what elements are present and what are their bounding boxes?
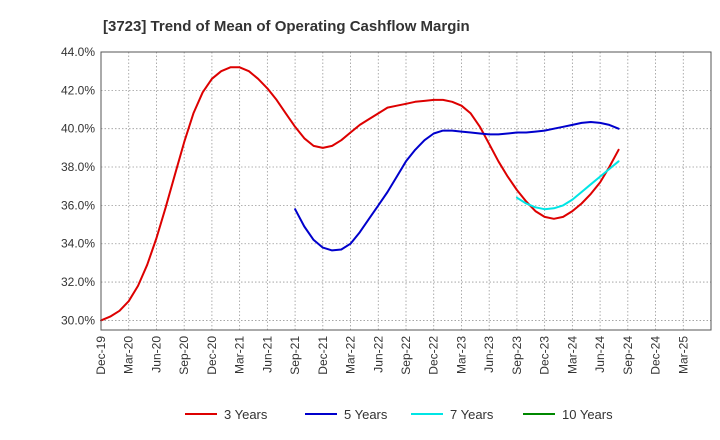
- y-tick-label: 32.0%: [61, 275, 95, 289]
- x-tick-label: Mar-22: [344, 336, 358, 374]
- x-tick-label: Mar-24: [565, 336, 579, 374]
- chart-title: [3723] Trend of Mean of Operating Cashfl…: [103, 18, 470, 35]
- x-tick-label: Jun-21: [260, 336, 274, 373]
- plot-frame: [100, 51, 712, 331]
- y-tick-label: 30.0%: [61, 313, 95, 327]
- x-tick-label: Dec-24: [649, 336, 663, 375]
- y-axis-ticks: 30.0% 32.0% 34.0% 36.0% 38.0% 40.0% 42.0% 44.0%: [61, 45, 95, 327]
- x-tick-label: Dec-19: [94, 336, 108, 375]
- x-tick-label: Jun-23: [482, 336, 496, 373]
- x-tick-label: Sep-23: [510, 336, 524, 375]
- x-tick-label: Dec-22: [427, 336, 441, 375]
- y-tick-label: 44.0%: [61, 45, 95, 59]
- x-tick-label: Jun-24: [593, 336, 607, 373]
- x-tick-label: Mar-25: [676, 336, 690, 374]
- legend-label-7-years: 7 Years: [450, 407, 494, 422]
- legend-label-10-years: 10 Years: [562, 407, 613, 422]
- y-tick-label: 42.0%: [61, 83, 95, 97]
- series-line-5-years: [294, 121, 620, 252]
- series-line-7-years: [515, 160, 620, 211]
- grid: [101, 51, 711, 330]
- y-tick-label: 40.0%: [61, 122, 95, 136]
- x-tick-label: Dec-21: [316, 336, 330, 375]
- x-tick-label: Dec-23: [538, 336, 552, 375]
- x-tick-label: Dec-20: [205, 336, 219, 375]
- legend: 3 Years 5 Years 7 Years 10 Years: [185, 407, 613, 422]
- x-tick-label: Sep-22: [399, 336, 413, 375]
- x-axis-ticks: Dec-19 Mar-20 Jun-20 Sep-20 Dec-20 Mar-21 Jun-…: [94, 336, 690, 375]
- series-lines: [100, 66, 620, 322]
- x-tick-label: Mar-23: [454, 336, 468, 374]
- legend-label-3-years: 3 Years: [224, 407, 268, 422]
- legend-label-5-years: 5 Years: [344, 407, 388, 422]
- x-tick-label: Sep-21: [288, 336, 302, 375]
- x-tick-label: Sep-24: [621, 336, 635, 375]
- x-tick-label: Jun-22: [371, 336, 385, 373]
- x-tick-label: Mar-21: [233, 336, 247, 374]
- y-tick-label: 36.0%: [61, 198, 95, 212]
- x-tick-label: Mar-20: [122, 336, 136, 374]
- series-line-3-years: [100, 66, 620, 322]
- y-tick-label: 34.0%: [61, 237, 95, 251]
- x-tick-label: Sep-20: [177, 336, 191, 375]
- y-tick-label: 38.0%: [61, 160, 95, 174]
- x-tick-label: Jun-20: [149, 336, 163, 373]
